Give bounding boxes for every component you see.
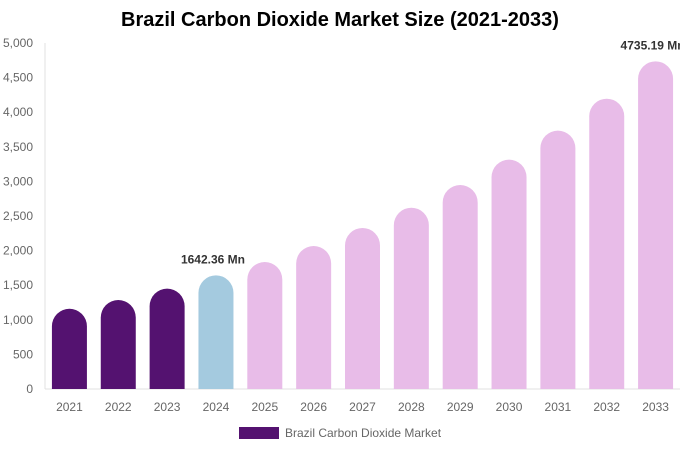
bar-2026 bbox=[296, 246, 332, 389]
y-tick-label: 4,500 bbox=[3, 71, 33, 85]
x-tick-label: 2030 bbox=[496, 400, 523, 414]
bar-2031 bbox=[540, 130, 576, 390]
x-tick-label: 2025 bbox=[251, 400, 278, 414]
x-tick-label: 2029 bbox=[447, 400, 474, 414]
bar-2028 bbox=[393, 207, 429, 389]
x-tick-label: 2028 bbox=[398, 400, 425, 414]
x-tick-label: 2033 bbox=[642, 400, 669, 414]
y-tick-label: 500 bbox=[13, 347, 33, 361]
x-tick-label: 2032 bbox=[593, 400, 620, 414]
y-tick-label: 5,000 bbox=[3, 36, 33, 50]
x-tick-label: 2024 bbox=[203, 400, 230, 414]
bar-2023 bbox=[149, 288, 185, 389]
x-tick-label: 2022 bbox=[105, 400, 132, 414]
data-label: 1642.36 Mn bbox=[181, 252, 245, 266]
bar-2022 bbox=[100, 300, 136, 389]
y-tick-label: 1,500 bbox=[3, 278, 33, 292]
legend-label: Brazil Carbon Dioxide Market bbox=[285, 426, 442, 440]
bar-2033 bbox=[638, 61, 674, 389]
chart-title: Brazil Carbon Dioxide Market Size (2021-… bbox=[121, 9, 559, 31]
y-tick-label: 4,000 bbox=[3, 105, 33, 119]
x-tick-label: 2031 bbox=[545, 400, 572, 414]
x-tick-label: 2027 bbox=[349, 400, 376, 414]
legend[interactable]: Brazil Carbon Dioxide Market bbox=[239, 426, 441, 440]
legend-swatch bbox=[239, 427, 279, 439]
bar-2030 bbox=[491, 159, 527, 389]
x-tick-label: 2026 bbox=[300, 400, 327, 414]
x-tick-label: 2021 bbox=[56, 400, 83, 414]
y-tick-label: 3,500 bbox=[3, 140, 33, 154]
y-tick-label: 2,000 bbox=[3, 244, 33, 258]
y-tick-label: 2,500 bbox=[3, 209, 33, 223]
x-tick-label: 2023 bbox=[154, 400, 181, 414]
bar-2021 bbox=[51, 308, 87, 389]
bar-2032 bbox=[589, 98, 625, 390]
y-tick-label: 3,000 bbox=[3, 174, 33, 188]
bar-2025 bbox=[247, 262, 283, 389]
bar-2024 bbox=[198, 275, 234, 389]
y-tick-label: 0 bbox=[26, 382, 33, 396]
y-tick-label: 1,000 bbox=[3, 313, 33, 327]
data-label: 4735.19 Mn bbox=[621, 38, 680, 52]
bar-2029 bbox=[442, 184, 478, 389]
bar-2027 bbox=[345, 227, 380, 389]
